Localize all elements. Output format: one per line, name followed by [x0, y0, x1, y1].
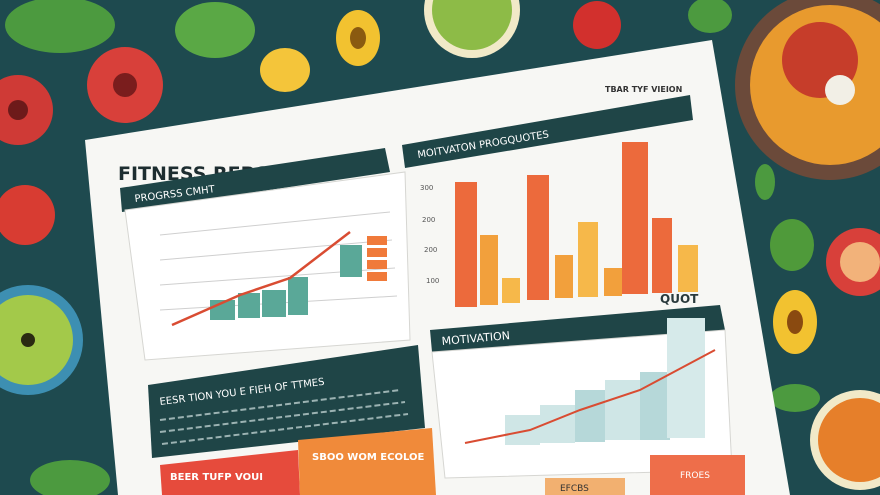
- progress-line: [171, 231, 351, 327]
- quotes-header: [402, 95, 693, 168]
- svg-text:300: 300: [420, 184, 433, 192]
- progress-header: [120, 148, 390, 212]
- progress-stack: [367, 236, 387, 281]
- card: [298, 428, 436, 495]
- card-text: EFCBS: [560, 484, 589, 494]
- corner-note: TBAR TYF VIEION: [605, 85, 682, 94]
- card: [650, 455, 745, 495]
- svg-text:200: 200: [424, 246, 437, 254]
- svg-text:100: 100: [426, 277, 439, 285]
- motivation-bars: [505, 318, 705, 445]
- card-text: FROES: [680, 471, 710, 481]
- card: [160, 450, 300, 495]
- quotes-axis: 300 200 200 100: [420, 184, 439, 285]
- card-text: BEER TUFP VOUI: [170, 472, 263, 483]
- quote-label: QUOT: [660, 292, 699, 306]
- motivation-line: [464, 349, 716, 444]
- text-box: [148, 345, 425, 458]
- quotes-bars: [455, 142, 698, 307]
- motivation-header: [430, 305, 725, 352]
- progress-bars: [210, 245, 362, 320]
- card-text: SBOO WOM ECOLOE: [312, 452, 424, 463]
- motivation-title: MOTIVATION: [441, 329, 510, 348]
- card: [545, 478, 625, 495]
- svg-text:200: 200: [422, 216, 435, 224]
- text-lines: [159, 389, 409, 445]
